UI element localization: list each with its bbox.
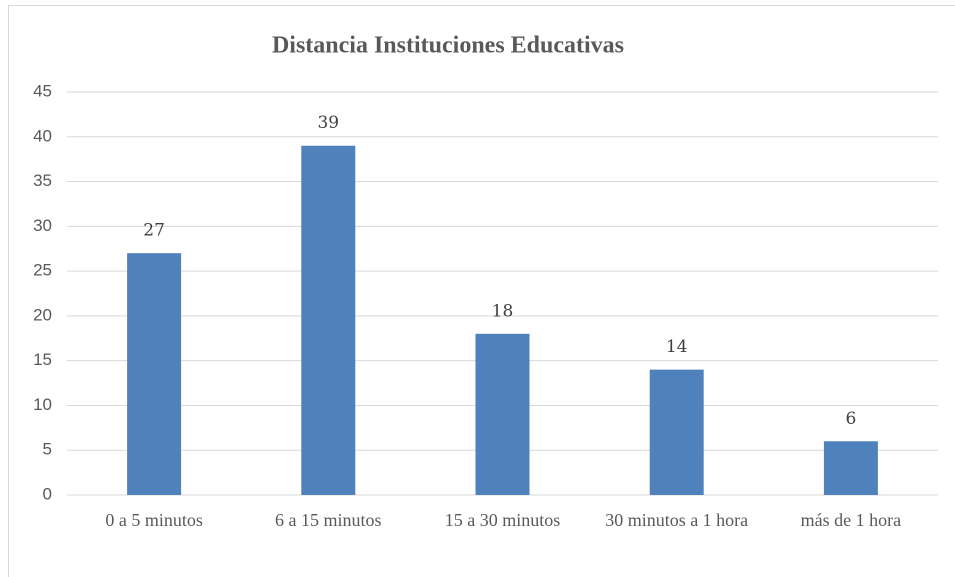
x-tick-label: 30 minutos a 1 hora (605, 510, 749, 530)
data-label: 18 (492, 301, 514, 321)
y-tick-label: 15 (33, 350, 52, 369)
data-label: 6 (845, 409, 856, 429)
x-tick-label: 15 a 30 minutos (444, 510, 561, 530)
bar (301, 145, 356, 495)
data-label: 39 (317, 113, 339, 133)
chart-title: Distancia Instituciones Educativas (272, 33, 624, 59)
x-tick-label: 6 a 15 minutos (275, 510, 382, 530)
y-tick-label: 20 (33, 305, 52, 324)
y-tick-label: 10 (33, 395, 52, 414)
y-tick-label: 5 (43, 440, 52, 459)
bar (649, 369, 704, 495)
y-tick-label: 25 (33, 261, 52, 280)
y-tick-label: 35 (33, 171, 52, 190)
y-tick-label: 0 (43, 484, 52, 503)
y-tick-label: 45 (33, 81, 52, 100)
y-tick-label: 30 (33, 216, 52, 235)
bar (823, 441, 878, 495)
data-label: 27 (143, 221, 165, 241)
data-label: 14 (666, 337, 688, 357)
y-tick-label: 40 (33, 126, 52, 145)
bar (127, 253, 182, 495)
chart-border (8, 5, 955, 577)
bar (475, 333, 530, 495)
x-tick-label: más de 1 hora (800, 510, 902, 530)
x-tick-label: 0 a 5 minutos (105, 510, 203, 530)
